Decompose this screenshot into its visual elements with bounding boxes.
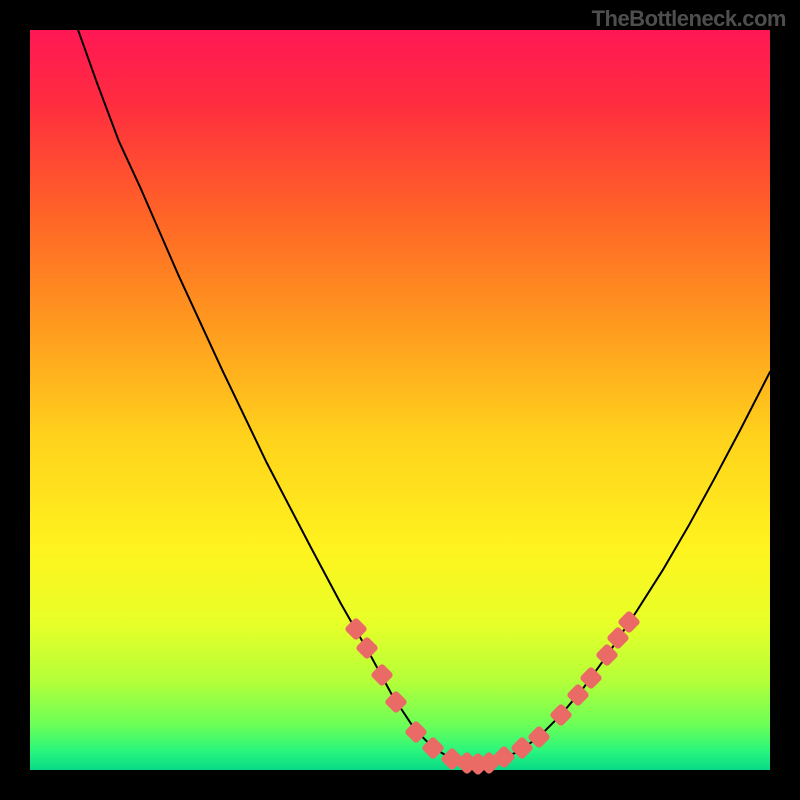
data-marker	[404, 719, 428, 743]
data-marker	[384, 690, 408, 714]
watermark-text: TheBottleneck.com	[592, 6, 786, 32]
data-marker	[355, 636, 379, 660]
data-markers	[30, 30, 770, 770]
data-marker	[549, 702, 573, 726]
data-marker	[579, 665, 603, 689]
data-marker	[369, 663, 393, 687]
plot-area	[30, 30, 770, 770]
data-marker	[566, 682, 590, 706]
chart-outer: TheBottleneck.com	[0, 0, 800, 800]
